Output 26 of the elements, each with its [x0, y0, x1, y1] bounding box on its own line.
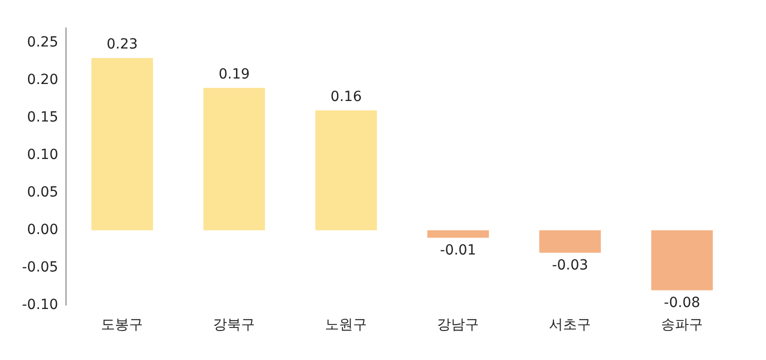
- bar: [315, 110, 377, 230]
- y-tick-label: -0.05: [22, 259, 58, 276]
- x-tick-label: 도봉구: [101, 317, 144, 334]
- data-label: 0.16: [330, 89, 362, 106]
- y-tick-label: -0.10: [22, 296, 58, 313]
- x-tick-label: 서초구: [549, 317, 592, 334]
- y-tick-label: 0.05: [27, 184, 58, 200]
- y-tick-label: 0.00: [27, 222, 58, 238]
- data-label: 0.23: [106, 36, 138, 53]
- x-tick-label: 송파구: [661, 317, 704, 334]
- bar: [651, 230, 713, 290]
- data-label: -0.01: [440, 242, 476, 258]
- y-tick-label: 0.15: [27, 110, 58, 126]
- bar: [91, 58, 153, 230]
- data-label: -0.08: [664, 294, 700, 311]
- data-label: -0.03: [552, 257, 588, 274]
- x-tick-label: 강남구: [437, 317, 480, 334]
- y-tick-label: 0.10: [27, 147, 58, 164]
- bar: [539, 230, 601, 253]
- bar: [203, 88, 265, 230]
- y-tick-label: 0.25: [27, 34, 58, 51]
- bar: [427, 230, 489, 238]
- x-tick-label: 노원구: [325, 317, 368, 334]
- y-tick-label: 0.20: [27, 72, 58, 88]
- data-label: 0.19: [218, 66, 250, 83]
- x-tick-label: 강북구: [213, 317, 256, 334]
